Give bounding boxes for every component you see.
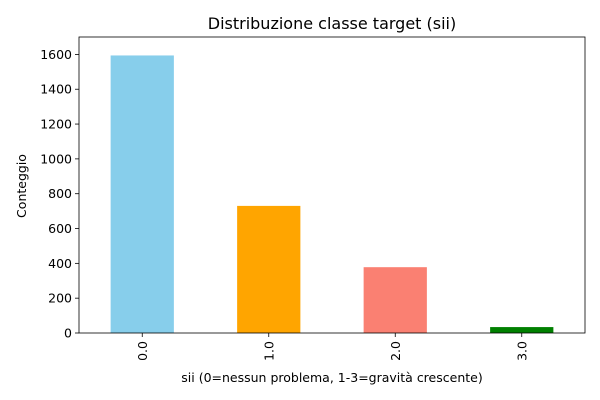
y-axis-label: Conteggio bbox=[14, 154, 29, 218]
bar-0.0 bbox=[110, 55, 174, 333]
x-axis-label: sii (0=nessun problema, 1-3=gravità cres… bbox=[181, 370, 482, 385]
y-tick-label: 1200 bbox=[40, 117, 72, 132]
bar-1.0 bbox=[237, 205, 301, 333]
y-tick-label: 200 bbox=[48, 291, 72, 306]
plot-area: 0.0 1.0 2.0 3.0 0 200 400 600 800 1000 1200 1400 160… bbox=[40, 36, 586, 361]
y-tick-label: 0 bbox=[64, 326, 72, 341]
x-tick-label: 0.0 bbox=[135, 341, 150, 361]
bar-2.0 bbox=[363, 267, 427, 333]
x-tick-label: 2.0 bbox=[388, 341, 403, 361]
chart-title: Distribuzione classe target (sii) bbox=[208, 14, 457, 33]
y-tick-label: 1000 bbox=[40, 151, 72, 166]
y-tick-label: 400 bbox=[48, 256, 72, 271]
x-tick-label: 3.0 bbox=[514, 341, 529, 361]
bar-3.0 bbox=[490, 327, 554, 333]
y-tick-label: 600 bbox=[48, 221, 72, 236]
plot-frame bbox=[78, 36, 586, 334]
y-tick-label: 1600 bbox=[40, 47, 72, 62]
y-tick-label: 800 bbox=[48, 186, 72, 201]
y-tick-label: 1400 bbox=[40, 82, 72, 97]
x-tick-label: 1.0 bbox=[261, 341, 276, 361]
